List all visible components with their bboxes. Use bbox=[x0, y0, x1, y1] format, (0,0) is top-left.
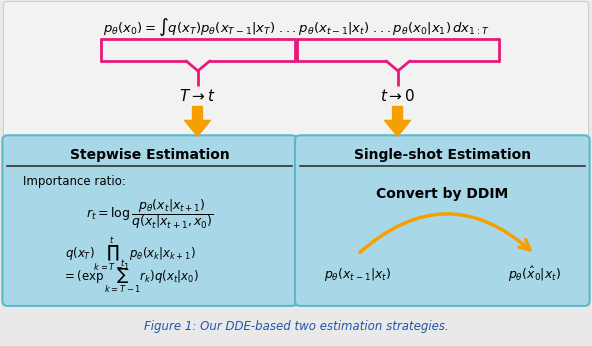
Text: $q(x_T)\prod_{k=T-1}^{t} p_{\theta}(x_k|x_{k+1})$: $q(x_T)\prod_{k=T-1}^{t} p_{\theta}(x_k|… bbox=[66, 236, 196, 274]
Polygon shape bbox=[185, 107, 210, 136]
FancyBboxPatch shape bbox=[4, 1, 588, 153]
Text: $p_{\theta}(\hat{x}_0|x_t)$: $p_{\theta}(\hat{x}_0|x_t)$ bbox=[509, 265, 561, 284]
Text: Importance ratio:: Importance ratio: bbox=[23, 175, 126, 189]
Text: $p_{\theta}(x_0) = \int q(x_T)p_{\theta}(x_{T-1}|x_T) \;...p_{\theta}(x_{t-1}|x_: $p_{\theta}(x_0) = \int q(x_T)p_{\theta}… bbox=[102, 16, 490, 38]
Text: $p_{\theta}(x_{t-1}|x_t)$: $p_{\theta}(x_{t-1}|x_t)$ bbox=[324, 266, 391, 283]
Text: $= (\exp\sum_{k=T-1}^{t} r_k)q(x_t|x_0)$: $= (\exp\sum_{k=T-1}^{t} r_k)q(x_t|x_0)$ bbox=[62, 258, 200, 296]
Polygon shape bbox=[385, 107, 410, 136]
Text: $r_t = \log\dfrac{p_{\theta}(x_t|x_{t+1})}{q(x_t|x_{t+1},x_0)}$: $r_t = \log\dfrac{p_{\theta}(x_t|x_{t+1}… bbox=[86, 197, 214, 231]
Text: $t \rightarrow 0$: $t \rightarrow 0$ bbox=[380, 88, 415, 103]
Text: Stepwise Estimation: Stepwise Estimation bbox=[70, 148, 230, 162]
FancyBboxPatch shape bbox=[295, 135, 590, 306]
Text: Single-shot Estimation: Single-shot Estimation bbox=[354, 148, 531, 162]
Text: $T \rightarrow t$: $T \rightarrow t$ bbox=[179, 88, 215, 103]
Text: Figure 1: Our DDE-based two estimation strategies.: Figure 1: Our DDE-based two estimation s… bbox=[144, 320, 448, 333]
FancyBboxPatch shape bbox=[2, 135, 297, 306]
Text: Convert by DDIM: Convert by DDIM bbox=[376, 187, 509, 201]
